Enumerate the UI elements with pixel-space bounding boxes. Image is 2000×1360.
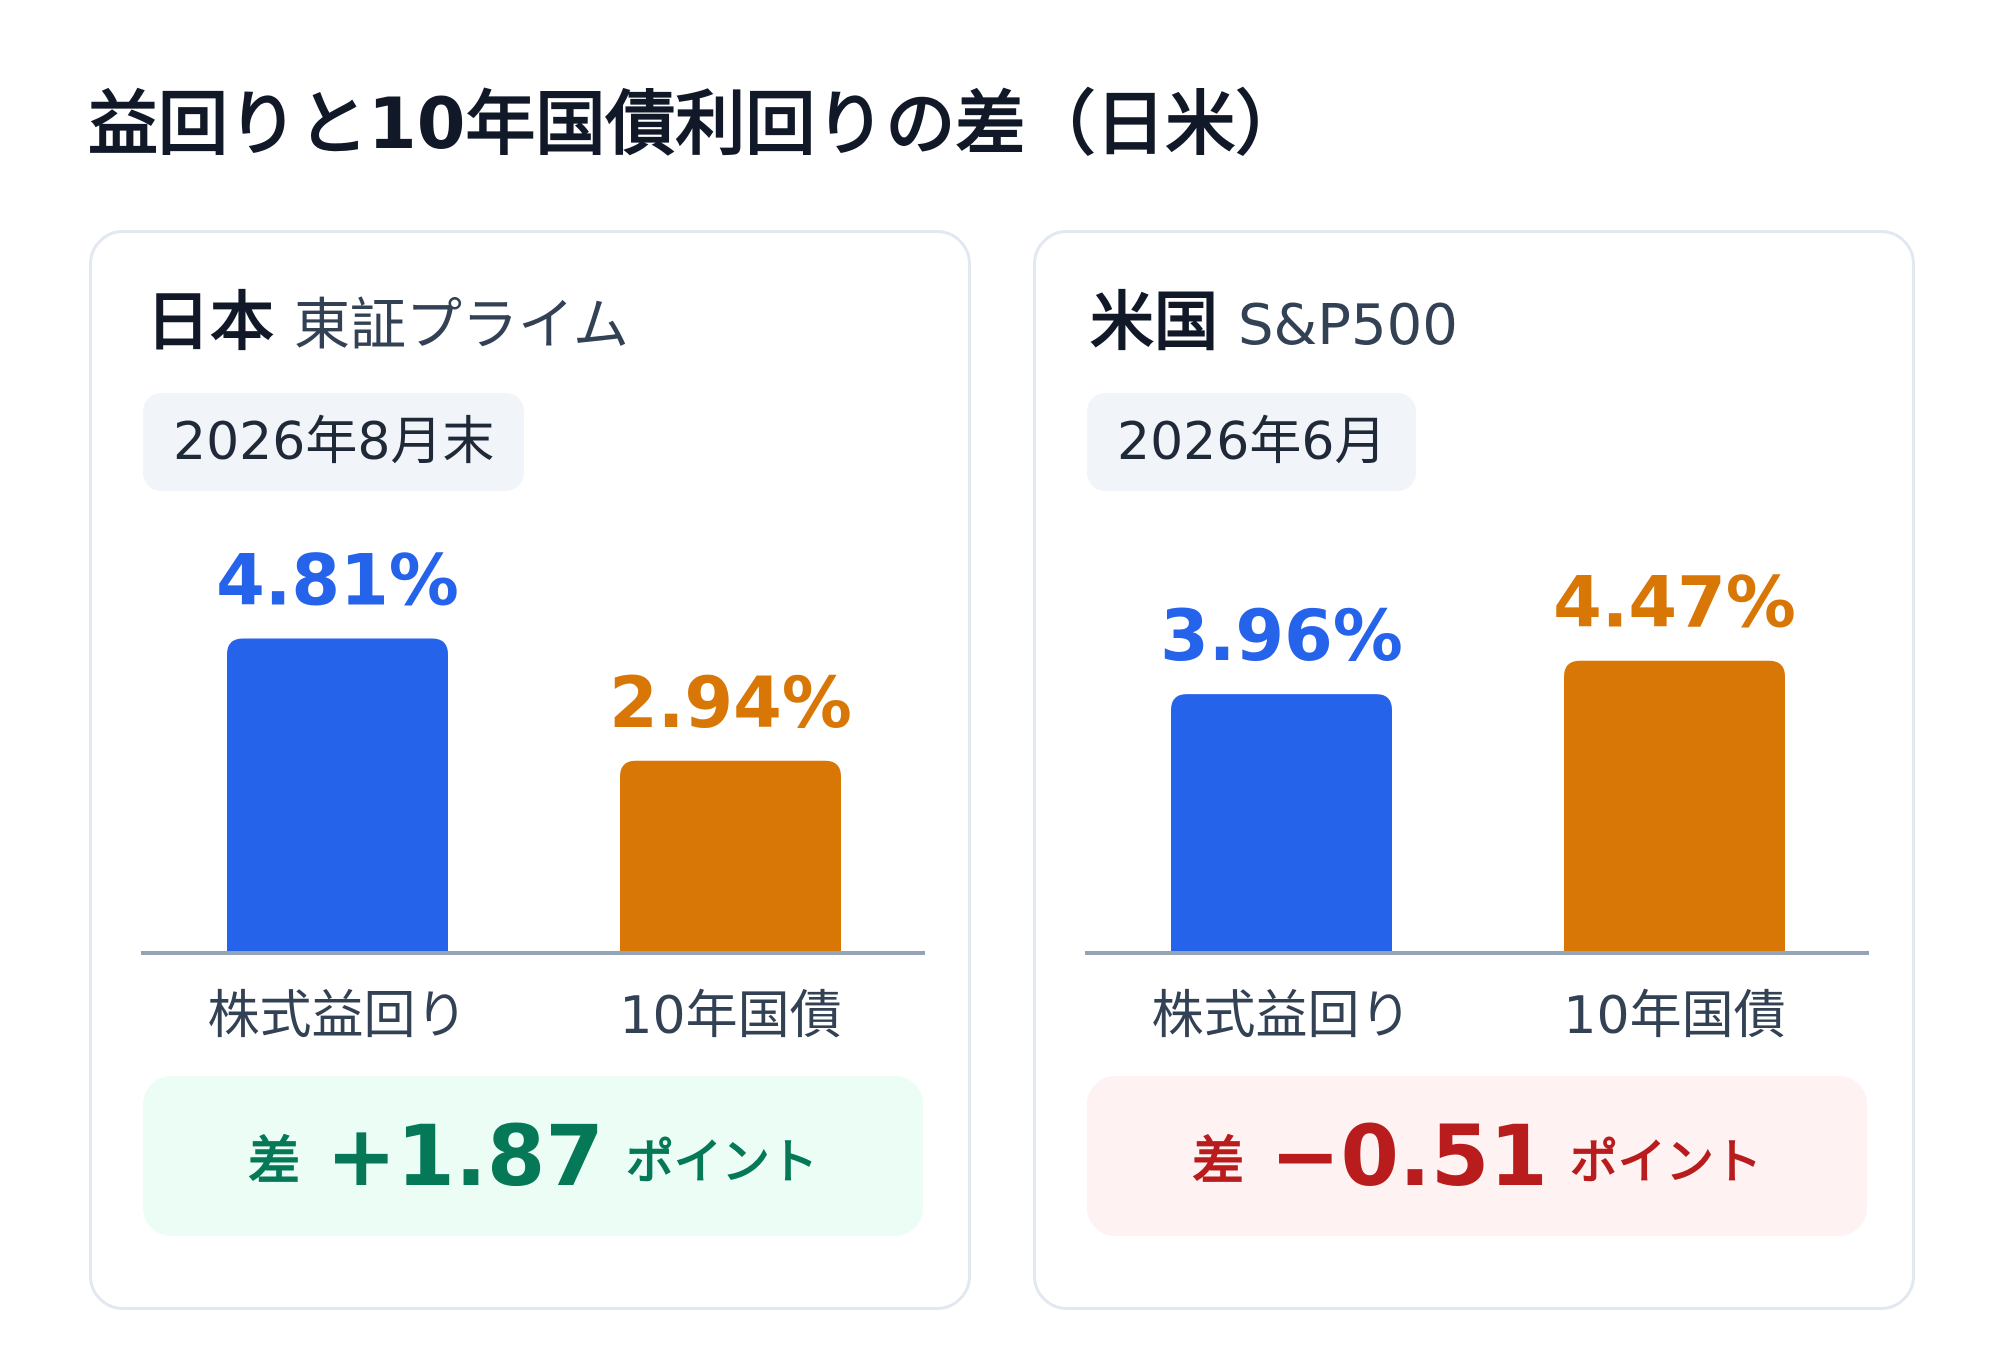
market-name: 日本	[146, 286, 274, 360]
difference-unit: ポイント	[1569, 1134, 1762, 1190]
difference-label: 差	[1192, 1132, 1245, 1192]
bond-yield-bar	[620, 760, 841, 953]
difference-unit: ポイント	[625, 1134, 818, 1190]
market-index: 東証プライム	[294, 293, 629, 358]
earnings-yield-value-label: 3.96%	[1160, 595, 1403, 677]
difference-box: 差 +1.87 ポイント	[143, 1076, 923, 1236]
category-label: 10年国債	[1563, 986, 1785, 1046]
date-badge: 2026年8月末	[143, 393, 525, 491]
market-name: 米国	[1090, 286, 1218, 360]
earnings-yield-value-label: 4.81%	[216, 540, 459, 622]
us-bar-chart: 3.96% 株式益回り 4.47% 10年国債	[1085, 562, 1869, 1046]
earnings-yield-bar	[1171, 694, 1392, 953]
us-card: 米国 S&P500 2026年6月 3.96% 株式益回り 4.47% 10年国債 差 …	[1033, 230, 1915, 1310]
bond-yield-value-label: 4.47%	[1553, 562, 1796, 644]
market-heading: 日本 東証プライム	[146, 291, 629, 355]
bond-yield-bar	[1564, 660, 1785, 953]
market-index: S&P500	[1238, 293, 1458, 358]
earnings-yield-bar	[227, 638, 448, 953]
page-title: 益回りと10年国債利回りの差（日米）	[88, 83, 1306, 165]
category-label: 株式益回り	[207, 986, 467, 1046]
japan-bar-chart: 4.81% 株式益回り 2.94% 10年国債	[141, 540, 925, 1046]
difference-label: 差	[248, 1132, 301, 1192]
difference-value: −0.51	[1270, 1107, 1548, 1205]
date-badge: 2026年6月	[1087, 393, 1417, 491]
japan-card: 日本 東証プライム 2026年8月末 4.81% 株式益回り 2.94% 10年国債 差…	[89, 230, 971, 1310]
difference-value: +1.87	[326, 1107, 604, 1205]
difference-box: 差 −0.51 ポイント	[1087, 1076, 1867, 1236]
category-label: 株式益回り	[1151, 986, 1411, 1046]
market-heading: 米国 S&P500	[1090, 291, 1458, 355]
bond-yield-value-label: 2.94%	[609, 662, 852, 744]
category-label: 10年国債	[619, 986, 841, 1046]
